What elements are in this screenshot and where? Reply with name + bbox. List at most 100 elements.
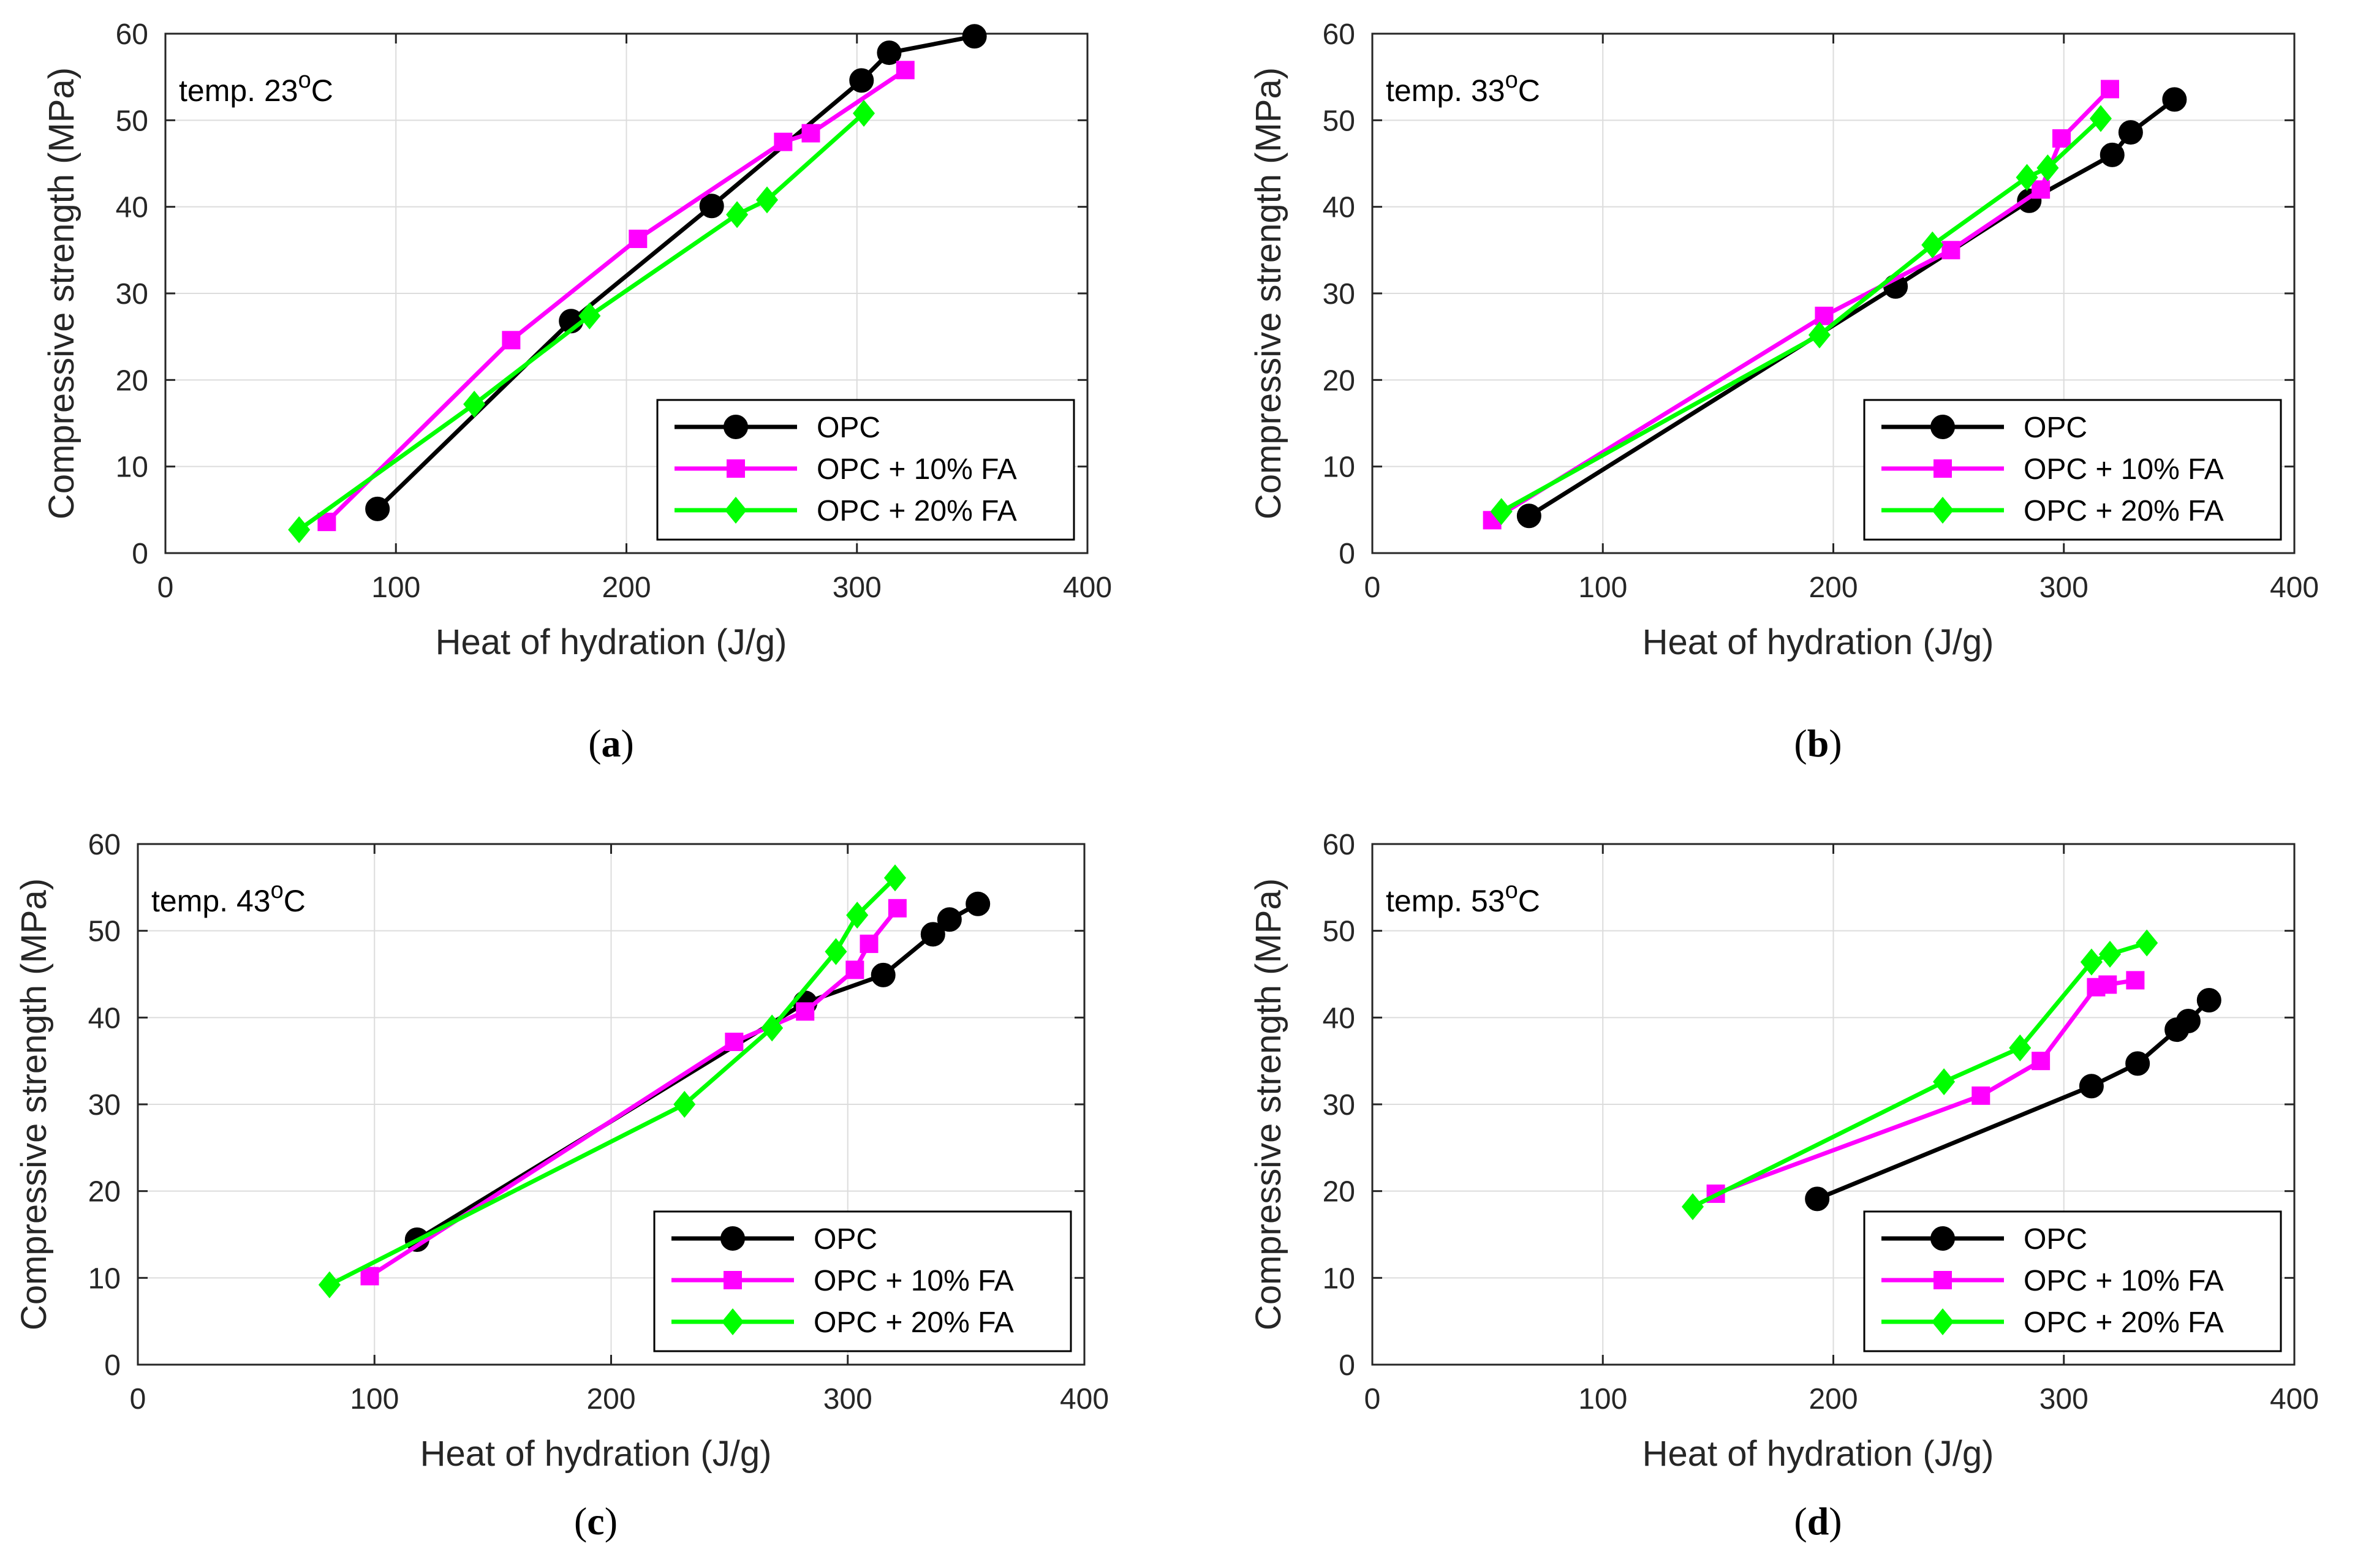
caption-close: ) (605, 1499, 618, 1543)
caption-close: ) (1829, 722, 1842, 765)
x-tick-label: 200 (602, 571, 651, 604)
series-line (325, 68, 907, 524)
caption-letter: b (1807, 722, 1829, 765)
y-tick-label: 10 (88, 1262, 121, 1295)
legend-label: OPC (817, 412, 880, 444)
data-point (2136, 929, 2158, 957)
data-point (761, 1014, 784, 1042)
series-line (328, 876, 897, 1287)
data-point (888, 899, 907, 918)
data-point (2125, 1051, 2150, 1076)
x-tick-label: 300 (823, 1383, 872, 1415)
legend-label: OPC + 10% FA (817, 453, 1017, 486)
caption-open: ( (1794, 722, 1807, 765)
temperature-prefix: temp. 53 (1386, 884, 1505, 918)
data-point (2101, 80, 2119, 99)
data-point (1681, 1193, 1704, 1221)
x-tick-label: 0 (1364, 1383, 1381, 1415)
legend-marker (1930, 415, 1955, 439)
series-2 (318, 864, 907, 1298)
data-point (845, 960, 864, 979)
data-point (2118, 120, 2143, 145)
temperature-degree: o (298, 67, 311, 93)
data-point (1921, 231, 1944, 258)
x-tick-label: 0 (130, 1383, 146, 1415)
temperature-label: temp. 43oC (151, 878, 306, 918)
caption-letter: a (602, 722, 621, 765)
legend: OPC OPC + 10% FA OPC + 20% FA (1863, 1210, 2282, 1352)
y-tick-label: 30 (88, 1089, 121, 1121)
x-tick-label: 300 (2039, 1383, 2089, 1415)
data-point (852, 100, 875, 127)
chart-panel-d: 0 100 200 300 400 0 10 20 30 40 50 60 Heat of hydrat… (1249, 829, 2319, 1543)
data-point (2036, 154, 2059, 182)
y-tick-label: 60 (116, 18, 148, 51)
x-tick-label: 400 (1063, 571, 1112, 604)
panel-caption: (a) (588, 722, 634, 765)
panel-caption: (d) (1794, 1499, 1842, 1543)
data-point (725, 1033, 744, 1051)
legend-label: OPC + 20% FA (817, 495, 1017, 527)
y-tick-label: 0 (132, 538, 148, 570)
legend-label: OPC + 20% FA (2024, 495, 2224, 527)
y-tick-label: 60 (88, 829, 121, 861)
temperature-unit: C (284, 884, 306, 918)
data-point (2079, 1074, 2104, 1099)
data-point (920, 922, 945, 947)
y-tick-label: 30 (116, 278, 148, 311)
y-tick-label: 50 (1323, 916, 1355, 948)
temperature-label: temp. 23oC (179, 67, 333, 108)
data-point (774, 132, 793, 151)
y-tick-label: 20 (88, 1176, 121, 1208)
data-point (846, 902, 869, 929)
legend: OPC OPC + 10% FA OPC + 20% FA (1863, 399, 2282, 541)
caption-close: ) (1829, 1499, 1842, 1543)
temperature-prefix: temp. 23 (179, 74, 298, 108)
temperature-unit: C (311, 74, 333, 108)
data-point (2080, 948, 2103, 976)
caption-close: ) (621, 722, 634, 765)
y-tick-label: 10 (1323, 1262, 1355, 1295)
y-tick-label: 30 (1323, 278, 1355, 311)
data-point (2098, 975, 2117, 994)
legend-marker (721, 1308, 744, 1335)
x-tick-label: 100 (1578, 571, 1627, 604)
data-point (2196, 988, 2221, 1012)
temperature-prefix: temp. 43 (151, 884, 271, 918)
chart-panel-c: 0 100 200 300 400 0 10 20 30 40 50 60 Heat of hydrat… (14, 829, 1109, 1543)
data-point (463, 390, 486, 418)
data-point (962, 24, 987, 49)
y-tick-label: 0 (1339, 538, 1355, 570)
legend-label: OPC (814, 1223, 877, 1256)
legend-label: OPC + 10% FA (814, 1265, 1014, 1297)
legend-marker (727, 459, 745, 478)
data-point (360, 1267, 379, 1286)
series-1 (360, 899, 907, 1286)
y-axis-label: Compressive strength (MPa) (42, 67, 81, 519)
y-tick-label: 40 (1323, 1002, 1355, 1035)
legend-marker (1931, 497, 1954, 524)
legend-label: OPC (2024, 1223, 2087, 1256)
x-tick-label: 100 (1578, 1383, 1627, 1415)
series-2 (1490, 105, 2112, 526)
data-point (2052, 129, 2071, 148)
y-tick-label: 60 (1323, 829, 1355, 861)
data-point (1971, 1086, 1990, 1105)
data-point (796, 1002, 815, 1021)
data-point (578, 302, 601, 330)
x-tick-label: 200 (1809, 1383, 1858, 1415)
panel-caption: (c) (574, 1499, 618, 1543)
x-axis-label: Heat of hydration (J/g) (1642, 1434, 1994, 1474)
y-tick-label: 10 (116, 451, 148, 484)
legend-label: OPC + 20% FA (2024, 1306, 2224, 1339)
x-tick-label: 400 (2270, 1383, 2319, 1415)
series-2 (1681, 929, 2158, 1221)
y-axis-label: Compressive strength (MPa) (1249, 67, 1288, 519)
x-tick-label: 400 (1060, 1383, 1109, 1415)
x-axis-label: Heat of hydration (J/g) (420, 1434, 772, 1474)
data-point (1933, 1068, 1956, 1096)
y-tick-label: 10 (1323, 451, 1355, 484)
series-1 (1483, 80, 2119, 530)
legend-label: OPC + 20% FA (814, 1306, 1014, 1339)
data-point (1941, 241, 1960, 260)
